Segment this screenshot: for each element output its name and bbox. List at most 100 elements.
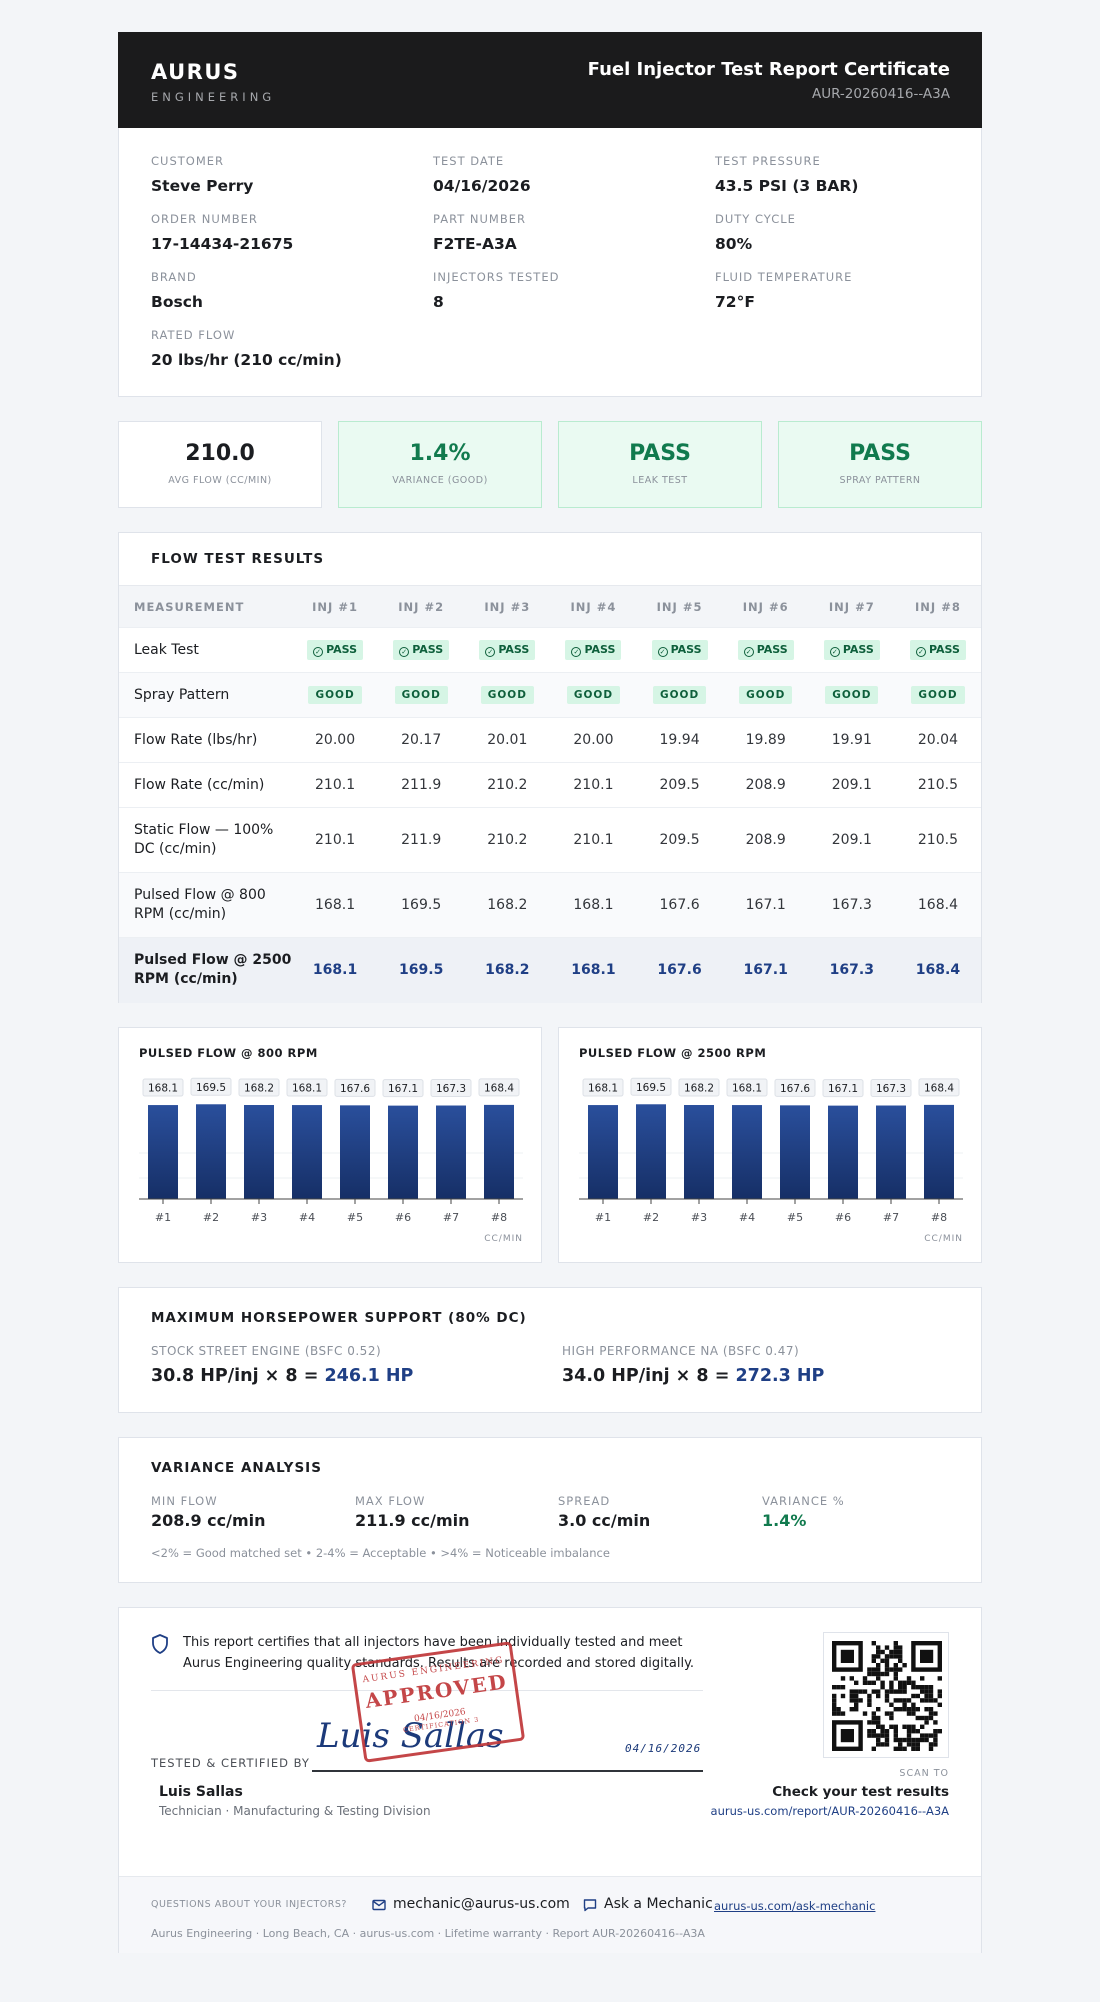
- qr-module: [836, 1711, 841, 1716]
- qr-module: [893, 1698, 898, 1703]
- qr-module: [858, 1689, 863, 1694]
- qr-module: [871, 1746, 876, 1751]
- qr-module: [898, 1707, 903, 1712]
- certification-statement: This report certifies that all injectors…: [183, 1635, 695, 1671]
- test-date-value: 04/16/2026: [433, 177, 531, 195]
- qr-module: [840, 1711, 846, 1716]
- scan-label: SCAN TO: [899, 1768, 949, 1779]
- qr-module: [924, 1707, 929, 1712]
- chart-2500-svg: 168.1 #1 169.5 #2 168.2 #3 168.1 #4 167.6 #5 167.1…: [579, 1077, 963, 1244]
- qr-module: [884, 1663, 890, 1668]
- qr-module: [911, 1702, 916, 1707]
- column-header: INJ #2: [378, 585, 465, 628]
- qr-module: [937, 1702, 942, 1707]
- qr-module: [911, 1693, 916, 1699]
- qr-module: [884, 1729, 890, 1734]
- qr-module: [920, 1733, 925, 1738]
- bar: [732, 1105, 762, 1199]
- data-label: 167.3: [876, 1083, 906, 1095]
- bar: [436, 1105, 466, 1199]
- pass-badge: ✓ PASS: [909, 640, 966, 660]
- variance-card: VARIANCE ANALYSIS MIN FLOW 208.9 cc/min …: [118, 1437, 982, 1583]
- table-cell: 210.1: [550, 762, 637, 808]
- qr-module: [880, 1680, 885, 1685]
- max-flow-label: MAX FLOW: [355, 1494, 426, 1508]
- qr-module: [832, 1707, 837, 1712]
- stock-engine-label: STOCK STREET ENGINE (BSFC 0.52): [151, 1344, 382, 1358]
- table-cell: 167.3: [808, 872, 895, 938]
- performance-value: 34.0 HP/inj × 8 = 272.3 HP: [562, 1366, 825, 1386]
- good-badge: GOOD: [480, 686, 534, 704]
- report-url[interactable]: aurus-us.com/report/AUR-20260416--A3A: [710, 1804, 949, 1818]
- qr-module: [906, 1680, 912, 1685]
- variance-pct-label: VARIANCE %: [762, 1494, 845, 1508]
- email-link[interactable]: mechanic@aurus-us.com: [393, 1896, 570, 1912]
- table-cell: 20.17: [378, 717, 465, 763]
- tick-label: #8: [491, 1211, 507, 1224]
- qr-module: [871, 1667, 876, 1672]
- qr-module: [880, 1671, 885, 1677]
- table-cell: 209.1: [808, 807, 895, 873]
- qr-module: [893, 1649, 898, 1655]
- tick-label: #6: [395, 1211, 411, 1224]
- qr-module: [893, 1654, 898, 1659]
- test-date-field: TEST DATE 04/16/2026: [433, 154, 531, 195]
- ask-mechanic-link[interactable]: aurus-us.com/ask-mechanic: [714, 1899, 876, 1913]
- min-flow-value: 208.9 cc/min: [151, 1511, 266, 1530]
- fluid-temperature-label: FLUID TEMPERATURE: [715, 270, 853, 284]
- qr-module: [876, 1733, 881, 1738]
- table-cell: 168.2: [464, 872, 551, 938]
- data-label-box: [430, 1079, 472, 1098]
- qr-module: [876, 1654, 881, 1659]
- part-number-value: F2TE-A3A: [433, 235, 517, 253]
- qr-module: [933, 1742, 938, 1747]
- injectors-tested-value: 8: [433, 293, 444, 311]
- data-label-box: [726, 1078, 768, 1097]
- qr-module: [906, 1707, 912, 1712]
- qr-module: [893, 1729, 898, 1734]
- qr-module: [880, 1729, 885, 1734]
- check-circle-icon: ✓: [829, 647, 840, 657]
- unit-label: CC/MIN: [484, 1234, 523, 1244]
- table-cell: 209.5: [636, 762, 723, 808]
- qr-module: [928, 1746, 934, 1751]
- qr-module: [933, 1733, 938, 1738]
- stat-value: 210.0: [185, 441, 255, 466]
- qr-module: [906, 1729, 912, 1734]
- data-label-box: [774, 1078, 816, 1097]
- qr-module: [915, 1742, 920, 1747]
- qr-module: [889, 1654, 894, 1659]
- qr-module: [862, 1711, 868, 1716]
- pass-badge: ✓ PASS: [651, 640, 708, 660]
- qr-code[interactable]: [823, 1632, 949, 1758]
- qr-module: [871, 1729, 876, 1734]
- qr-module: [902, 1698, 907, 1703]
- shield-icon: [152, 1634, 168, 1654]
- table-cell: 168.1: [292, 872, 379, 938]
- brand-field: BRAND Bosch: [151, 270, 203, 311]
- data-label-box: [870, 1079, 912, 1098]
- table-row-flow-lbs: Flow Rate (lbs/hr) 20.00 20.17 20.01 20.…: [119, 717, 981, 763]
- qr-module: [893, 1676, 898, 1681]
- good-badge: GOOD: [394, 686, 448, 704]
- qr-module: [880, 1649, 885, 1655]
- table-row-spray-pattern: Spray Pattern GOOD GOOD GOOD GOOD GOOD G…: [119, 672, 981, 718]
- qr-module: [854, 1693, 859, 1699]
- table-cell: 20.00: [292, 717, 379, 763]
- check-results-label: Check your test results: [772, 1784, 949, 1800]
- qr-module: [836, 1707, 841, 1712]
- qr-module: [862, 1680, 868, 1685]
- ask-mechanic-label: Ask a Mechanic: [604, 1896, 713, 1912]
- tick-label: #4: [739, 1211, 755, 1224]
- bar: [828, 1105, 858, 1199]
- check-circle-icon: ✓: [657, 647, 668, 657]
- brand-subtitle: ENGINEERING: [151, 90, 276, 104]
- test-pressure-value: 43.5 PSI (3 BAR): [715, 177, 859, 195]
- qr-finder-core: [920, 1649, 934, 1663]
- column-header: INJ #5: [636, 585, 723, 628]
- column-header: MEASUREMENT: [119, 585, 292, 628]
- qr-module: [854, 1680, 859, 1685]
- qr-module: [871, 1689, 876, 1694]
- qr-module: [893, 1737, 898, 1743]
- data-label: 167.6: [780, 1083, 810, 1095]
